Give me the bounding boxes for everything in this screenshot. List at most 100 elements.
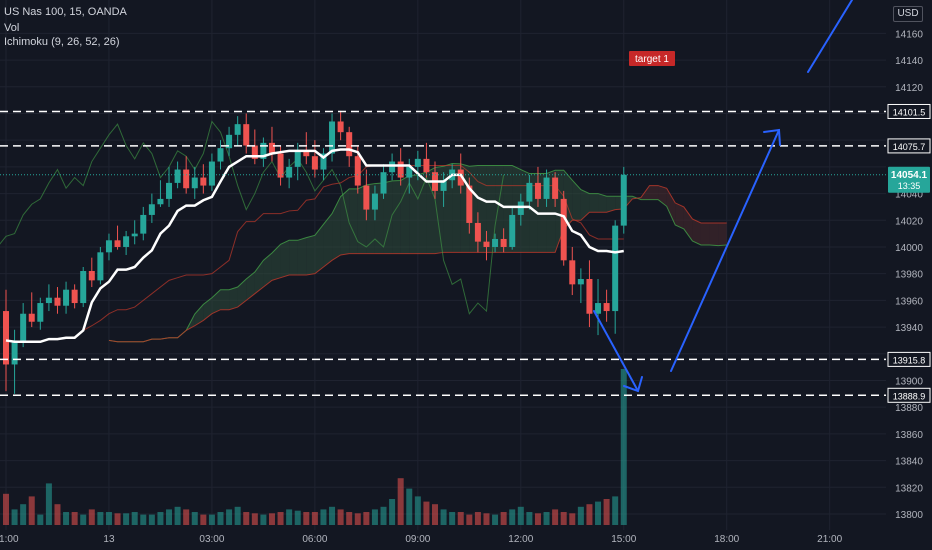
y-tick-label: 14160 (895, 29, 923, 40)
candle-body (586, 279, 593, 314)
volume-bar (260, 514, 267, 525)
volume-bar (492, 514, 499, 525)
cloud-segment (297, 237, 307, 276)
candle-body (191, 177, 198, 189)
candle-body (612, 225, 619, 312)
level-label: 14075.7 (893, 142, 926, 152)
volume-bar (603, 499, 610, 525)
volume-bar (217, 512, 224, 525)
level-tag (887, 351, 931, 367)
volume-bar (577, 506, 584, 525)
cloud-segment (220, 289, 230, 310)
candle-body (28, 313, 35, 322)
y-tick-label: 14020 (895, 216, 923, 227)
volume-bar (234, 506, 241, 525)
cloud-segment (666, 188, 676, 225)
cloud-segment (263, 252, 272, 288)
candle-body (243, 124, 250, 146)
volume-bar (552, 509, 559, 525)
cloud-segment (280, 240, 290, 278)
y-tick-label: 13880 (895, 403, 923, 414)
candle-body (500, 238, 507, 247)
candle-body (329, 121, 336, 154)
candle-body (603, 303, 610, 312)
candle-body (260, 142, 267, 159)
candle-body (148, 204, 155, 215)
arrowhead-up (763, 128, 781, 146)
candle-body (492, 238, 499, 247)
cloud-segment (340, 188, 350, 255)
candle-body (105, 240, 112, 253)
volume-bar (63, 512, 70, 525)
y-tick-label: 13860 (895, 430, 923, 441)
volume-bar (303, 512, 310, 525)
volume-bar (620, 369, 627, 525)
candle-body (63, 289, 70, 306)
volume-bar (474, 512, 481, 525)
candle-body (414, 158, 421, 167)
level-label: 14101.5 (893, 107, 926, 117)
last-price-label: 14054.1 (891, 170, 928, 181)
cloud-segment (271, 244, 281, 281)
volume-bar (226, 509, 233, 525)
volume-bar (534, 513, 541, 525)
volume-bar (560, 512, 567, 525)
cloud-segment (572, 180, 581, 221)
volume-bar (457, 512, 464, 525)
y-tick-label: 13960 (895, 296, 923, 307)
y-tick-label: 13900 (895, 376, 923, 387)
cloud-segment (709, 222, 719, 246)
volume-bar (371, 509, 378, 525)
volume-bar (54, 504, 61, 525)
volume-bar (208, 514, 215, 525)
candle-body (277, 153, 284, 178)
candle-body (88, 271, 95, 281)
candle-body (620, 174, 627, 226)
cloud-segment (675, 202, 684, 229)
candle-body (11, 340, 18, 365)
volume-bar (526, 512, 533, 525)
volume-bar (569, 513, 576, 525)
volume-bar (406, 488, 413, 525)
candle-body (114, 240, 121, 247)
candle-body (97, 252, 104, 281)
level-tag (887, 387, 931, 403)
volume-bar (586, 504, 593, 525)
candle-body (200, 177, 207, 186)
candle-body (543, 177, 550, 199)
candle-body (397, 161, 404, 178)
volume-bar (11, 509, 18, 525)
x-tick-label: 21:00 (817, 534, 842, 545)
y-tick-label: 13800 (895, 510, 923, 521)
candle-body (466, 185, 473, 223)
candle-body (166, 182, 173, 199)
candle-body (268, 142, 275, 154)
candle-body (552, 177, 559, 199)
candle-body (54, 297, 61, 306)
candle-body (131, 233, 138, 237)
volume-label: Vol (4, 22, 20, 34)
volume-bar (97, 512, 104, 525)
candle-body (423, 158, 430, 173)
candle-body (157, 198, 164, 205)
cloud-segment (254, 260, 264, 294)
base-line (5, 165, 624, 343)
projection-arrow-up (670, 129, 780, 372)
cloud-segment (486, 165, 496, 253)
x-tick-label: 13 (103, 534, 115, 545)
currency-button[interactable]: USD (893, 6, 923, 22)
candle-body (577, 279, 584, 285)
y-tick-label: 13980 (895, 270, 923, 281)
volume-bar (123, 513, 130, 525)
target-label: target 1 (635, 54, 669, 65)
cloud-segment (692, 218, 701, 245)
cloud-segment (349, 188, 358, 254)
volume-bar (277, 512, 284, 525)
volume-bar (414, 496, 421, 525)
y-tick-label: 13840 (895, 457, 923, 468)
cloud-segment (598, 193, 607, 213)
projection-arrow-extend (807, 0, 853, 73)
volume-bar (20, 504, 27, 525)
